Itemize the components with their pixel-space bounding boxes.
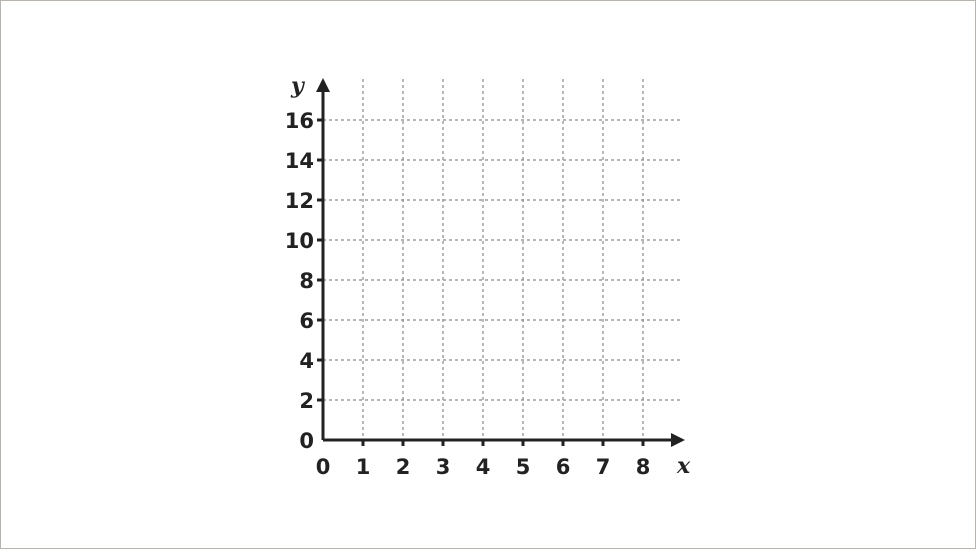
- y-tick-label: 4: [299, 349, 314, 373]
- y-axis-label: y: [290, 73, 306, 99]
- y-tick-label: 8: [299, 269, 314, 293]
- y-tick-label: 12: [285, 189, 314, 213]
- y-tick-label: 0: [299, 429, 314, 453]
- y-axis-arrow-icon: [316, 78, 330, 92]
- y-tick-label: 14: [285, 149, 314, 173]
- y-tick-label: 10: [285, 229, 314, 253]
- y-tick-label: 6: [299, 309, 314, 333]
- grid: [323, 79, 682, 440]
- x-tick-label: 3: [436, 455, 451, 479]
- x-tick-label: 2: [396, 455, 411, 479]
- x-tick-label: 5: [516, 455, 531, 479]
- x-tick-label: 8: [636, 455, 651, 479]
- x-tick-label: 0: [316, 455, 331, 479]
- x-tick-label: 1: [356, 455, 371, 479]
- x-axis-arrow-icon: [671, 433, 685, 447]
- x-axis-label: x: [676, 453, 691, 479]
- x-tick-label: 4: [476, 455, 491, 479]
- x-tick-label: 6: [556, 455, 571, 479]
- y-tick-label: 16: [285, 109, 314, 133]
- y-tick-label: 2: [299, 389, 314, 413]
- axes: [316, 78, 685, 447]
- x-tick-label: 7: [596, 455, 611, 479]
